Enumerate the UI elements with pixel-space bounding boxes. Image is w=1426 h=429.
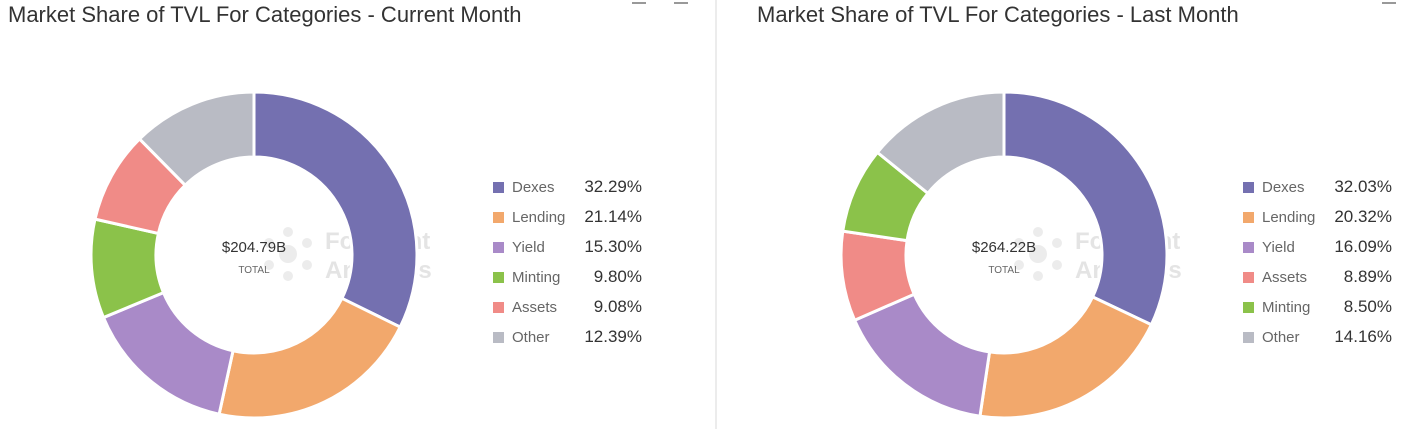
- legend-item[interactable]: Minting 8.50%: [1243, 292, 1392, 322]
- window-control-icon[interactable]: [1382, 0, 1396, 4]
- legend-percent: 8.50%: [1343, 297, 1392, 316]
- donut-slices: [89, 90, 419, 420]
- donut-slices: [839, 90, 1169, 420]
- legend-swatch: [1243, 301, 1254, 313]
- slice-other[interactable]: [875, 90, 1006, 196]
- donut-chart: Footprint Analytics $264.22B TOTAL: [839, 90, 1182, 420]
- legend-item[interactable]: Assets 8.89%: [1243, 262, 1392, 292]
- center-total-label: TOTAL: [238, 265, 270, 276]
- legend-percent: 32.03%: [1334, 177, 1392, 196]
- slice-lending[interactable]: [217, 296, 403, 420]
- legend-item[interactable]: Yield 15.30%: [493, 232, 642, 262]
- legend-item[interactable]: Lending 20.32%: [1243, 202, 1392, 232]
- legend-swatch: [1243, 331, 1254, 343]
- legend-percent: 14.16%: [1334, 327, 1392, 346]
- legend-percent: 9.08%: [593, 297, 642, 316]
- legend-label: Dexes: [1262, 178, 1305, 196]
- legend-label: Yield: [512, 238, 545, 256]
- legend-item[interactable]: Minting 9.80%: [493, 262, 642, 292]
- minimize-icon[interactable]: [632, 0, 646, 4]
- window-control-icon[interactable]: [674, 0, 688, 4]
- legend-label: Assets: [1262, 268, 1308, 286]
- legend-swatch: [493, 331, 504, 343]
- legend-swatch: [493, 271, 504, 283]
- legend-label: Yield: [1262, 238, 1295, 256]
- legend-label: Other: [1262, 328, 1300, 346]
- center-total-value: $264.22B: [972, 239, 1036, 256]
- legend-swatch: [493, 211, 504, 223]
- slice-dexes[interactable]: [1002, 90, 1169, 327]
- legend-item[interactable]: Dexes 32.03%: [1243, 172, 1392, 202]
- panel-tools: [632, 0, 688, 4]
- legend-label: Minting: [1262, 298, 1311, 316]
- legend-item[interactable]: Other 12.39%: [493, 322, 642, 352]
- chart-panel-current-month: Market Share of TVL For Categories - Cur…: [0, 0, 700, 429]
- panel-tools: [1382, 0, 1396, 4]
- legend-label: Lending: [512, 208, 566, 226]
- footprint-logo-icon: [1014, 227, 1062, 281]
- legend-label: Lending: [1262, 208, 1316, 226]
- chart-title: Market Share of TVL For Categories - Cur…: [8, 2, 522, 27]
- slice-other[interactable]: [137, 90, 256, 188]
- legend-percent: 16.09%: [1334, 237, 1392, 256]
- legend-label: Other: [512, 328, 550, 346]
- legend-swatch: [1243, 241, 1254, 253]
- legend-item[interactable]: Dexes 32.29%: [493, 172, 642, 202]
- center-total-label: TOTAL: [988, 265, 1020, 276]
- legend-percent: 8.89%: [1343, 267, 1392, 286]
- legend-item[interactable]: Yield 16.09%: [1243, 232, 1392, 262]
- legend: Dexes 32.29% Lending 21.14% Yield 15.30%…: [493, 172, 642, 352]
- legend-percent: 9.80%: [593, 267, 642, 286]
- footprint-logo-icon: [264, 227, 312, 281]
- chart-panel-last-month: Market Share of TVL For Categories - Las…: [722, 0, 1422, 429]
- legend-label: Dexes: [512, 178, 555, 196]
- legend-percent: 20.32%: [1334, 207, 1392, 226]
- legend-swatch: [1243, 271, 1254, 283]
- legend-percent: 15.30%: [584, 237, 642, 256]
- legend-label: Assets: [512, 298, 558, 316]
- center-total-value: $204.79B: [222, 239, 286, 256]
- slice-dexes[interactable]: [252, 90, 419, 330]
- legend-swatch: [1243, 181, 1254, 193]
- legend: Dexes 32.03% Lending 20.32% Yield 16.09%…: [1243, 172, 1392, 352]
- legend-swatch: [493, 301, 504, 313]
- legend-item[interactable]: Other 14.16%: [1243, 322, 1392, 352]
- legend-item[interactable]: Lending 21.14%: [493, 202, 642, 232]
- legend-swatch: [493, 181, 504, 193]
- donut-chart: Footprint Analytics $204.79B TOTAL: [89, 90, 432, 420]
- legend-label: Minting: [512, 268, 561, 286]
- panel-divider: [715, 0, 717, 429]
- slice-lending[interactable]: [978, 294, 1154, 420]
- chart-title: Market Share of TVL For Categories - Las…: [757, 2, 1239, 27]
- legend-item[interactable]: Assets 9.08%: [493, 292, 642, 322]
- legend-swatch: [493, 241, 504, 253]
- legend-percent: 21.14%: [584, 207, 642, 226]
- legend-percent: 32.29%: [584, 177, 642, 196]
- legend-swatch: [1243, 211, 1254, 223]
- legend-percent: 12.39%: [584, 327, 642, 346]
